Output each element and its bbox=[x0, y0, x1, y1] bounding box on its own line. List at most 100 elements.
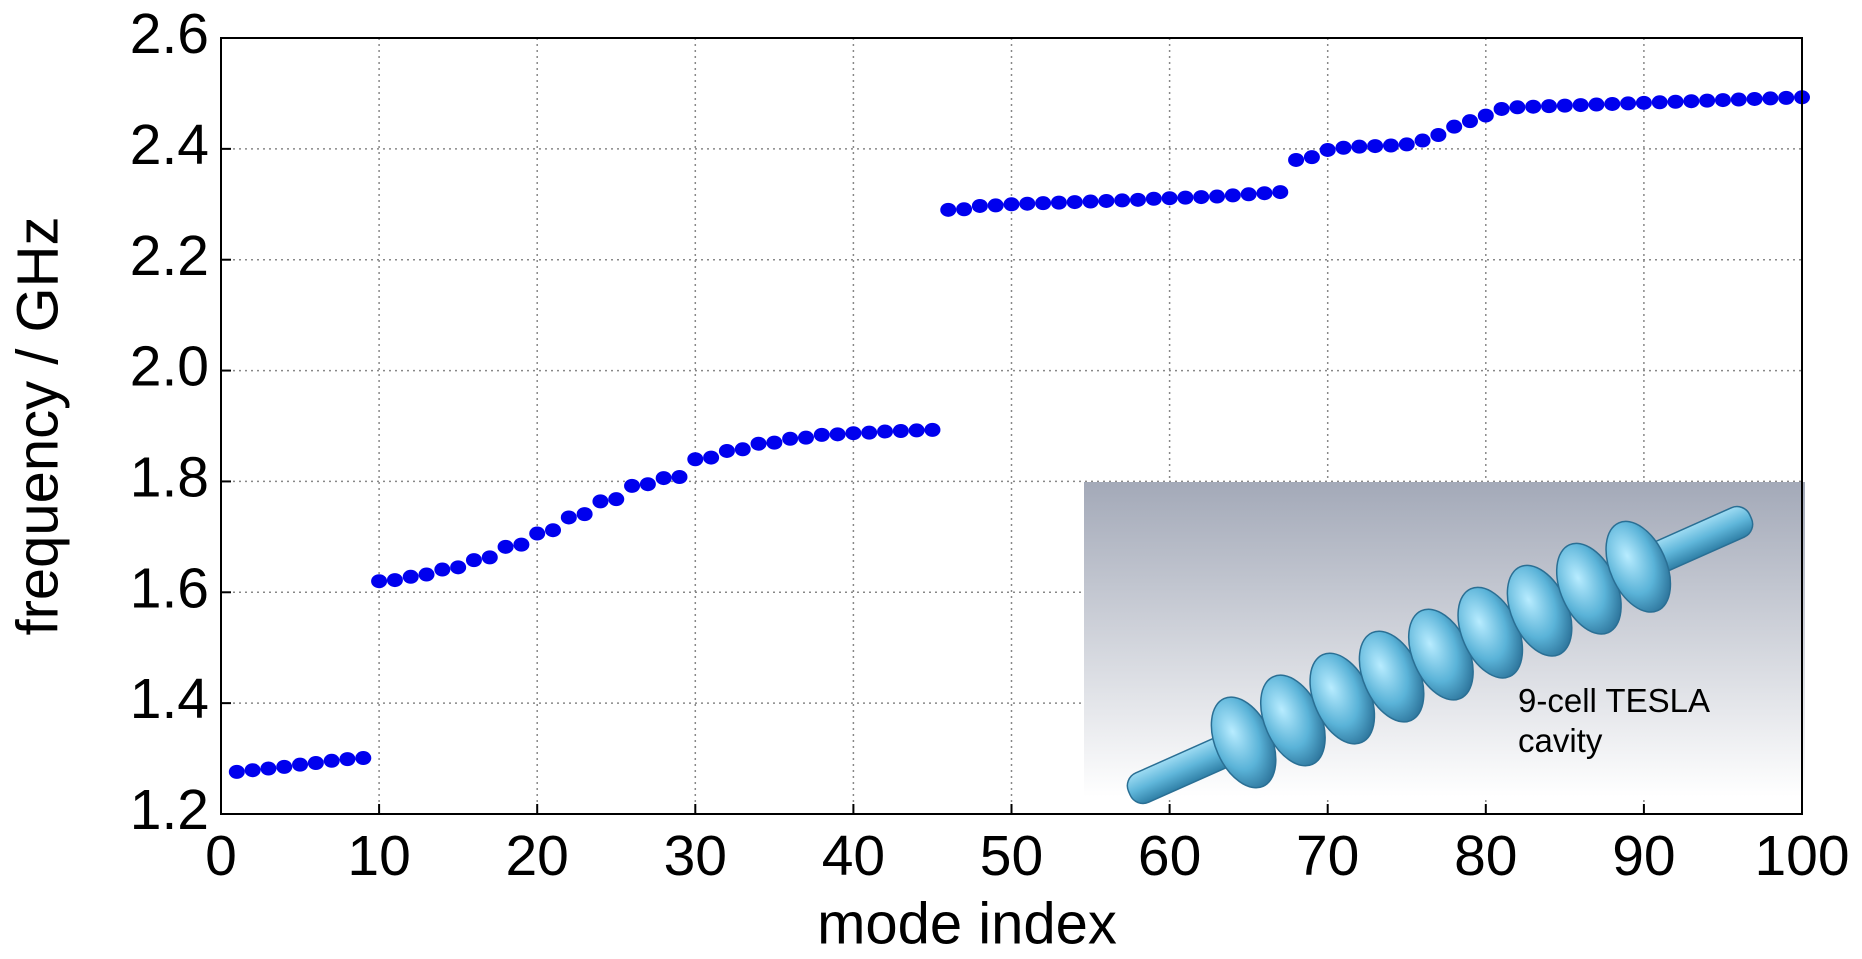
data-point bbox=[450, 560, 466, 574]
data-point bbox=[1731, 93, 1747, 107]
inset-label: cavity bbox=[1518, 722, 1603, 759]
x-tick-label: 50 bbox=[980, 824, 1043, 888]
data-point bbox=[687, 452, 703, 466]
data-point bbox=[608, 492, 624, 506]
inset-label: 9-cell TESLA bbox=[1518, 682, 1710, 719]
data-point bbox=[830, 427, 846, 441]
data-point bbox=[1509, 100, 1525, 114]
data-point bbox=[1256, 186, 1272, 200]
data-point bbox=[1478, 109, 1494, 123]
data-point bbox=[1430, 128, 1446, 142]
data-point bbox=[276, 760, 292, 774]
data-point bbox=[1683, 94, 1699, 108]
data-point bbox=[1446, 120, 1462, 134]
data-point bbox=[1336, 141, 1352, 155]
y-axis-label: frequency / GHz bbox=[5, 216, 70, 635]
data-point bbox=[1130, 193, 1146, 207]
data-point bbox=[434, 563, 450, 577]
data-point bbox=[640, 477, 656, 491]
data-point bbox=[1573, 98, 1589, 112]
x-tick-label: 30 bbox=[664, 824, 727, 888]
data-point bbox=[624, 479, 640, 493]
chart: 9-cell TESLA cavity mode index frequency… bbox=[0, 0, 1862, 954]
data-point bbox=[1620, 96, 1636, 110]
data-point bbox=[1019, 197, 1035, 211]
data-point bbox=[387, 573, 403, 587]
data-point bbox=[671, 470, 687, 484]
y-tick-label: 1.4 bbox=[130, 667, 209, 731]
y-tick-label: 2.2 bbox=[130, 224, 209, 288]
data-point bbox=[1083, 195, 1099, 209]
data-point bbox=[1747, 92, 1763, 106]
data-point bbox=[355, 751, 371, 765]
data-point bbox=[1114, 193, 1130, 207]
x-tick-label: 60 bbox=[1138, 824, 1201, 888]
data-point bbox=[1288, 153, 1304, 167]
data-point bbox=[766, 436, 782, 450]
x-tick-label: 0 bbox=[205, 824, 237, 888]
y-tick-label: 1.2 bbox=[130, 778, 209, 842]
data-point bbox=[1225, 188, 1241, 202]
data-point bbox=[1762, 91, 1778, 105]
data-point bbox=[1304, 150, 1320, 164]
data-point bbox=[893, 424, 909, 438]
x-axis-label: mode index bbox=[817, 891, 1117, 954]
data-point bbox=[751, 437, 767, 451]
data-point bbox=[1399, 137, 1415, 151]
data-point bbox=[1320, 143, 1336, 157]
data-point bbox=[561, 510, 577, 524]
data-point bbox=[1525, 100, 1541, 114]
data-point bbox=[1462, 114, 1478, 128]
data-point bbox=[577, 507, 593, 521]
data-point bbox=[1241, 187, 1257, 201]
data-point bbox=[1177, 191, 1193, 205]
data-point bbox=[940, 203, 956, 217]
data-point bbox=[782, 432, 798, 446]
x-tick-label: 80 bbox=[1454, 824, 1517, 888]
data-point bbox=[656, 471, 672, 485]
y-tick-label: 2.4 bbox=[130, 113, 209, 177]
data-point bbox=[1272, 185, 1288, 199]
data-point bbox=[1699, 94, 1715, 108]
data-point bbox=[1415, 134, 1431, 148]
data-point bbox=[861, 426, 877, 440]
data-point bbox=[292, 758, 308, 772]
x-tick-label: 90 bbox=[1612, 824, 1675, 888]
x-tick-label: 20 bbox=[505, 824, 568, 888]
y-tick-label: 2.6 bbox=[130, 2, 209, 66]
x-tick-label: 10 bbox=[347, 824, 410, 888]
data-point bbox=[1383, 139, 1399, 153]
data-point bbox=[1146, 192, 1162, 206]
x-tick-label: 40 bbox=[822, 824, 885, 888]
data-point bbox=[814, 428, 830, 442]
data-point bbox=[339, 752, 355, 766]
data-point bbox=[498, 540, 514, 554]
y-tick-label: 2.0 bbox=[130, 335, 209, 399]
data-point bbox=[1652, 95, 1668, 109]
data-point bbox=[1067, 195, 1083, 209]
data-point bbox=[260, 762, 276, 776]
data-point bbox=[798, 431, 814, 445]
data-point bbox=[703, 451, 719, 465]
data-point bbox=[324, 754, 340, 768]
data-point bbox=[924, 423, 940, 437]
data-point bbox=[1541, 99, 1557, 113]
data-point bbox=[1494, 102, 1510, 116]
data-point bbox=[845, 426, 861, 440]
data-point bbox=[1367, 139, 1383, 153]
data-point bbox=[513, 538, 529, 552]
data-point bbox=[229, 765, 245, 779]
data-point bbox=[1778, 91, 1794, 105]
data-point bbox=[245, 763, 261, 777]
data-point bbox=[1051, 196, 1067, 210]
data-point bbox=[419, 568, 435, 582]
data-point bbox=[719, 444, 735, 458]
data-point bbox=[1557, 99, 1573, 113]
data-point bbox=[988, 198, 1004, 212]
data-point bbox=[529, 527, 545, 541]
data-point bbox=[972, 199, 988, 213]
data-point bbox=[1715, 93, 1731, 107]
data-point bbox=[1209, 190, 1225, 204]
data-point bbox=[482, 550, 498, 564]
data-point bbox=[909, 423, 925, 437]
